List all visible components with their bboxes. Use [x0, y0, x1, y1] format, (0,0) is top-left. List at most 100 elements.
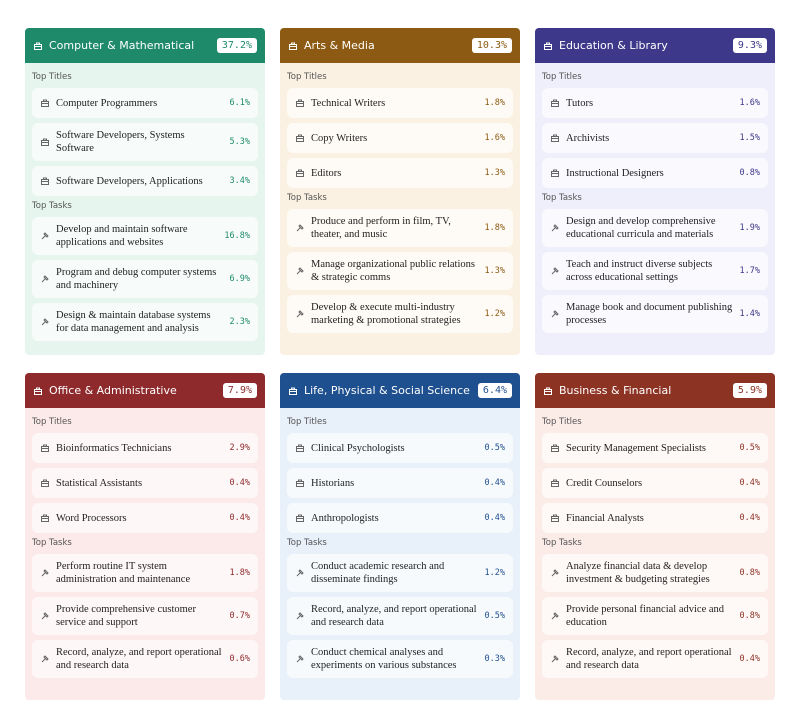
title-name: Software Developers, Applications	[56, 175, 203, 187]
icon	[34, 387, 42, 395]
task-item: Teach and instruct diverse subjects acro…	[542, 252, 768, 290]
title-item: Tutors 1.6%	[542, 88, 768, 118]
card-share: 5.9%	[732, 383, 767, 398]
title-share: 0.5%	[739, 442, 760, 453]
task-share: 6.9%	[229, 273, 250, 284]
card-title: Office & Administrative	[49, 384, 177, 397]
task-name: Manage book and document publishing proc…	[566, 302, 733, 326]
icon	[551, 169, 559, 177]
card-title: Education & Library	[559, 39, 668, 52]
section-label: Top Titles	[542, 72, 582, 82]
icon	[296, 612, 304, 620]
section-label: Top Tasks	[542, 193, 582, 203]
icon	[551, 310, 559, 318]
task-item: Design and develop comprehensive educati…	[542, 209, 768, 247]
icon	[551, 267, 559, 275]
card-share: 7.9%	[222, 383, 257, 398]
task-item: Produce and perform in film, TV, theater…	[287, 209, 513, 247]
task-name: Develop and maintain software applicatio…	[56, 224, 188, 248]
title-share: 0.4%	[739, 512, 760, 523]
title-share: 5.3%	[229, 136, 250, 147]
title-item: Historians 0.4%	[287, 468, 513, 498]
task-name: Program and debug computer systems and m…	[56, 267, 217, 291]
title-item: Copy Writers 1.6%	[287, 123, 513, 153]
title-item: Instructional Designers 0.8%	[542, 158, 768, 188]
task-share: 1.2%	[484, 308, 505, 319]
category-card: Education & Library 9.3% Top Titles Tutors 1…	[535, 28, 775, 355]
card-header: Education & Library 9.3%	[535, 28, 775, 63]
title-item: Anthropologists 0.4%	[287, 503, 513, 533]
category-card: Life, Physical & Social Science 6.4% Top T…	[280, 373, 520, 700]
icon	[296, 99, 304, 107]
title-name: Instructional Designers	[566, 167, 664, 179]
task-share: 0.5%	[484, 610, 505, 621]
icon	[41, 232, 49, 240]
section-label: Top Tasks	[32, 538, 72, 548]
icon	[551, 224, 559, 232]
title-item: Software Developers, Applications 3.4%	[32, 166, 258, 196]
section-label: Top Titles	[542, 417, 582, 427]
task-item: Design & maintain database systems for d…	[32, 303, 258, 341]
title-item: Word Processors 0.4%	[32, 503, 258, 533]
title-share: 3.4%	[229, 175, 250, 186]
icon	[296, 310, 304, 318]
title-item: Computer Programmers 6.1%	[32, 88, 258, 118]
icon	[551, 612, 559, 620]
card-title: Life, Physical & Social Science	[304, 384, 470, 397]
task-name: Manage organizational public relations &…	[311, 259, 475, 283]
icon	[551, 514, 559, 522]
task-share: 0.4%	[739, 653, 760, 664]
category-card: Computer & Mathematical 37.2% Top Titles Co…	[25, 28, 265, 355]
section-label: Top Titles	[32, 72, 72, 82]
title-item: Credit Counselors 0.4%	[542, 468, 768, 498]
icon	[544, 387, 552, 395]
task-item: Provide comprehensive customer service a…	[32, 597, 258, 635]
title-share: 0.4%	[739, 477, 760, 488]
card-body: Top Titles Computer Programmers 6.1% Softwa…	[25, 63, 265, 352]
task-name: Conduct academic research and disseminat…	[311, 561, 445, 585]
icon	[296, 444, 304, 452]
card-title: Computer & Mathematical	[49, 39, 195, 52]
card-body: Top Titles Technical Writers 1.8% Copy Writ…	[280, 63, 520, 344]
icon	[41, 177, 49, 185]
icon	[34, 42, 42, 50]
task-item: Record, analyze, and report operational …	[287, 597, 513, 635]
icon	[41, 318, 49, 326]
task-name: Teach and instruct diverse subjects acro…	[566, 259, 713, 283]
title-share: 0.4%	[484, 477, 505, 488]
title-item: Technical Writers 1.8%	[287, 88, 513, 118]
icon	[551, 479, 559, 487]
icon	[544, 42, 552, 50]
task-name: Record, analyze, and report operational …	[56, 647, 222, 671]
title-share: 0.4%	[484, 512, 505, 523]
icon	[41, 514, 49, 522]
title-item: Software Developers, Systems Software 5.3…	[32, 123, 258, 161]
task-name: Provide comprehensive customer service a…	[56, 604, 196, 628]
title-item: Archivists 1.5%	[542, 123, 768, 153]
section-label: Top Tasks	[542, 538, 582, 548]
icon	[41, 569, 49, 577]
task-item: Develop & execute multi-industry marketi…	[287, 295, 513, 333]
title-item: Financial Analysts 0.4%	[542, 503, 768, 533]
icon	[41, 138, 49, 146]
task-item: Conduct academic research and disseminat…	[287, 554, 513, 592]
title-share: 1.6%	[484, 132, 505, 143]
category-card: Arts & Media 10.3% Top Titles Technical Wri…	[280, 28, 520, 355]
title-name: Clinical Psychologists	[311, 442, 405, 454]
task-name: Perform routine IT system administration…	[56, 561, 191, 585]
title-share: 1.3%	[484, 167, 505, 178]
icon	[41, 655, 49, 663]
card-header: Office & Administrative 7.9%	[25, 373, 265, 408]
card-body: Top Titles Security Management Specialist…	[535, 408, 775, 689]
task-item: Record, analyze, and report operational …	[32, 640, 258, 678]
task-share: 1.7%	[739, 265, 760, 276]
icon	[289, 42, 297, 50]
title-name: Credit Counselors	[566, 477, 643, 489]
icon	[296, 655, 304, 663]
task-share: 1.9%	[739, 222, 760, 233]
task-share: 2.3%	[229, 316, 250, 327]
card-share: 9.3%	[732, 38, 767, 53]
task-share: 0.8%	[739, 567, 760, 578]
icon	[289, 387, 297, 395]
task-item: Provide personal financial advice and ed…	[542, 597, 768, 635]
